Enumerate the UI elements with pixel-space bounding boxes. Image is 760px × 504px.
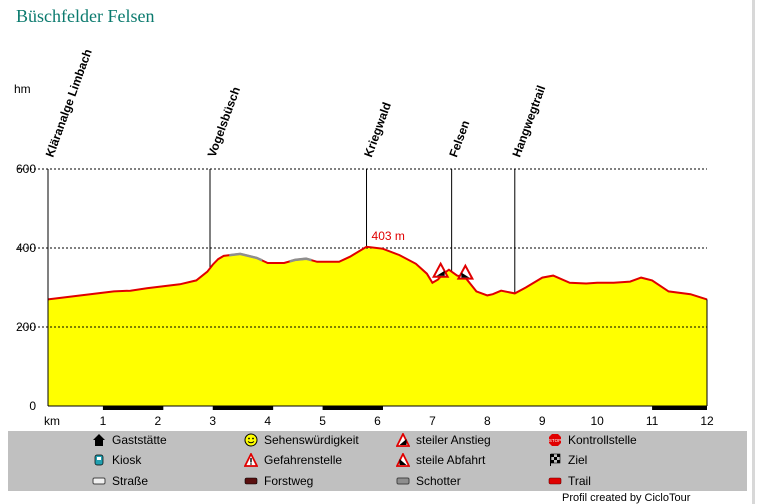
legend-label: Gaststätte <box>112 433 167 447</box>
legend-label: Forstweg <box>264 474 314 488</box>
legend-label: steiler Anstieg <box>416 433 491 447</box>
legend-item: Gaststätte <box>92 433 167 447</box>
legend-label: steile Abfahrt <box>416 453 486 467</box>
max-elevation-label: 403 m <box>372 229 405 243</box>
legend-label: Kiosk <box>112 453 142 467</box>
x-tick-label: 4 <box>264 414 271 428</box>
x-tick-label: 2 <box>154 414 161 428</box>
surface-bar-segment <box>652 406 707 410</box>
danger-icon <box>244 453 258 467</box>
x-tick-label: 3 <box>209 414 216 428</box>
surface-bar-segment <box>322 406 383 410</box>
legend-item: STOP Kontrollstelle <box>548 433 637 447</box>
steile-abfahrt-icon <box>456 263 475 280</box>
legend-item: Trail <box>548 474 591 488</box>
gravel-segment <box>289 257 312 263</box>
house-icon <box>93 434 105 446</box>
x-tick-label: 9 <box>539 414 546 428</box>
legend-label: Trail <box>568 474 591 488</box>
y-tick-label: 200 <box>16 320 36 334</box>
y-tick-label: 400 <box>16 241 36 255</box>
x-tick-label: 10 <box>590 414 604 428</box>
legend-item: Kiosk <box>92 453 141 467</box>
surface-bar-segment <box>102 406 164 410</box>
legend-label: Gefahrenstelle <box>264 453 343 467</box>
trail-icon <box>548 477 562 485</box>
legend-item: Straße <box>92 474 148 488</box>
y-tick-label: 600 <box>16 162 36 176</box>
legend-item: Schotter <box>396 474 461 488</box>
steep-descent-icon <box>396 453 410 467</box>
x-tick-label: 7 <box>429 414 436 428</box>
finish-flag-icon <box>550 453 561 466</box>
legend-item: steile Abfahrt <box>396 453 485 467</box>
gravel-segment <box>229 252 263 262</box>
steiler-anstieg-icon <box>431 261 450 278</box>
legend-item: Gefahrenstelle <box>244 453 342 467</box>
x-tick-label: 11 <box>646 414 659 428</box>
y-axis-label: hm <box>14 82 31 96</box>
x-tick-label: 5 <box>319 414 326 428</box>
legend-label: Sehenswürdigkeit <box>264 433 359 447</box>
page-title: Büschfelder Felsen <box>16 6 155 26</box>
legend-label: Straße <box>112 474 149 488</box>
legend-label: Schotter <box>416 474 461 488</box>
right-border <box>752 0 755 504</box>
y-tick-label: 0 <box>29 399 36 413</box>
legend-item: steiler Anstieg <box>396 433 491 447</box>
legend-item: Sehenswürdigkeit <box>244 433 359 447</box>
x-tick-label: 1 <box>100 414 107 428</box>
x-tick-label: 12 <box>700 414 714 428</box>
waypoint-label: Vogelsbüsch <box>205 85 243 159</box>
credit-text: Profil created by CicloTour <box>562 492 691 504</box>
road-icon <box>92 477 106 485</box>
forest-road-icon <box>244 477 258 485</box>
stop-icon: STOP <box>549 434 561 446</box>
elevation-area <box>48 246 707 406</box>
gravel-icon <box>396 477 410 485</box>
elevation-chart: Kläranalge Limbach Vogelsbüsch Kriegwald Fe… <box>14 47 714 428</box>
x-tick-label: 8 <box>484 414 491 428</box>
elevation-line <box>47 245 708 301</box>
legend-label: Kontrollstelle <box>568 433 637 447</box>
waypoint-label: Felsen <box>446 119 472 160</box>
x-axis-label: km <box>44 414 60 428</box>
surface-bar-segment <box>212 406 274 410</box>
smiley-icon <box>244 433 258 447</box>
legend: Gaststätte Sehenswürdigkeit steiler Anstie… <box>8 431 747 491</box>
legend-item: Ziel <box>548 453 587 467</box>
kiosk-icon <box>94 454 104 466</box>
steep-climb-icon <box>396 433 410 447</box>
svg-text:STOP: STOP <box>549 438 561 443</box>
legend-label: Ziel <box>568 453 588 467</box>
waypoint-label: Kriegwald <box>361 100 394 159</box>
legend-item: Forstweg <box>244 474 313 488</box>
x-tick-label: 6 <box>374 414 381 428</box>
waypoint-label: Kläranalge Limbach <box>43 47 95 159</box>
waypoint-label: Hangwegtrail <box>509 83 548 159</box>
